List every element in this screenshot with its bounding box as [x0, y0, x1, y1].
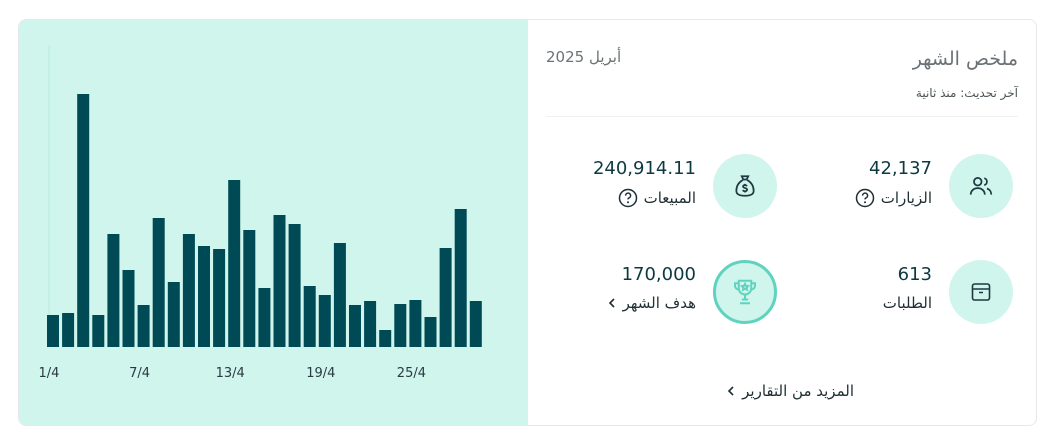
bar [424, 317, 437, 347]
more-reports-link[interactable]: المزيد من التقارير [726, 382, 854, 400]
bar [213, 249, 226, 347]
bar [409, 300, 422, 347]
orders-label: الطلبات [882, 294, 932, 312]
bar [137, 305, 150, 347]
box-icon [971, 283, 991, 301]
bar [303, 286, 316, 347]
x-tick-label: 13/4 [216, 366, 245, 381]
help-icon[interactable] [618, 188, 638, 208]
bar [318, 295, 331, 347]
more-reports-label[interactable]: المزيد من التقارير [742, 382, 854, 400]
x-tick-label: 7/4 [129, 366, 150, 381]
goal-icon [713, 260, 777, 324]
chevron-icon[interactable] [726, 385, 736, 397]
bar [107, 234, 120, 347]
orders-icon [949, 260, 1013, 324]
help-icon[interactable] [855, 188, 875, 208]
bar [77, 94, 90, 347]
bar [379, 330, 392, 347]
summary-card: 1/4 7/4 13/4 19/4 25/4 ملخص الشهر أبريل 2025… [18, 19, 1037, 426]
sales-label: المبيعات [643, 189, 696, 207]
bar [454, 209, 467, 347]
bar [273, 215, 286, 347]
divider [546, 116, 1018, 117]
bar [258, 288, 271, 347]
bar [92, 315, 105, 347]
last-updated: آخر تحديث: منذ ثانية [915, 86, 1018, 100]
bar [228, 180, 241, 347]
goal-label-row[interactable]: هدف الشهر [607, 294, 696, 312]
sales-value: 240,914.11 [592, 158, 696, 179]
bar [47, 315, 59, 347]
money-bag-icon [735, 175, 755, 197]
bar [333, 243, 346, 347]
x-tick-label: 19/4 [306, 366, 335, 381]
bar [349, 305, 361, 347]
bar [243, 230, 256, 347]
x-tick-label: 25/4 [397, 366, 426, 381]
users-icon [969, 177, 993, 195]
bar [122, 270, 135, 347]
goal-value: 170,000 [621, 264, 696, 285]
month: أبريل 2025 [546, 48, 622, 66]
trophy-icon [734, 279, 756, 305]
goal-label[interactable]: هدف الشهر [622, 294, 696, 312]
sales-icon [713, 154, 777, 218]
chevron-icon[interactable] [607, 297, 617, 309]
title: ملخص الشهر [912, 48, 1018, 70]
bar [469, 301, 482, 347]
visits-label-row: الزيارات [855, 188, 932, 208]
bar [288, 224, 301, 347]
visits-icon [949, 154, 1013, 218]
bar [364, 301, 377, 347]
bar [182, 234, 195, 347]
sales-label-row: المبيعات [618, 188, 696, 208]
x-tick-label: 1/4 [39, 366, 60, 381]
chart: 1/4 7/4 13/4 19/4 25/4 [19, 20, 528, 425]
visits-label: الزيارات [880, 189, 932, 207]
orders-value: 613 [897, 264, 932, 285]
bar [439, 248, 452, 347]
bar [198, 246, 210, 347]
bar [394, 304, 407, 347]
bar [152, 218, 165, 347]
visits-value: 42,137 [869, 158, 932, 179]
bar [167, 282, 180, 347]
bar [62, 313, 75, 347]
